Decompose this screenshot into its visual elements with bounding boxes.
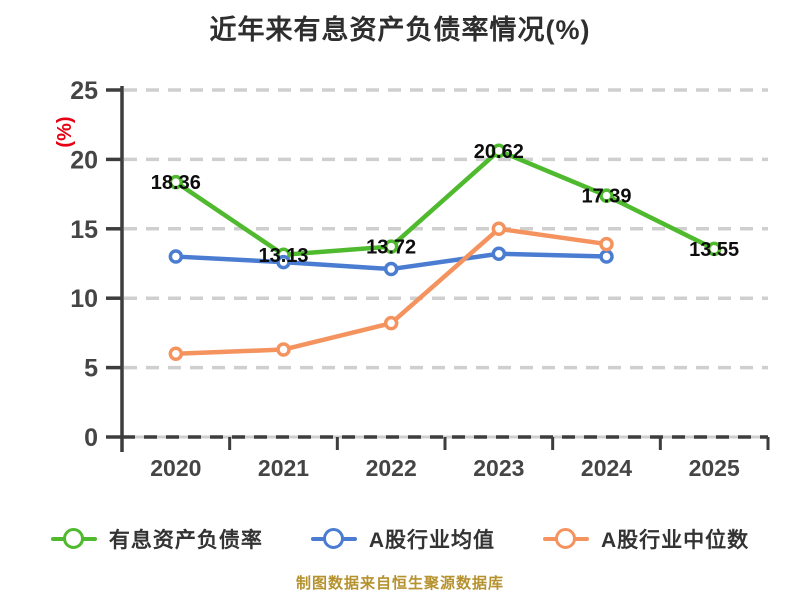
- legend-marker-icon: [50, 527, 97, 551]
- data-point-company-2022: [383, 239, 399, 254]
- x-tick-label: 2025: [689, 455, 740, 481]
- data-point-industry-median-2021: [276, 342, 291, 357]
- data-point-industry-avg-2022: [383, 261, 399, 277]
- data-label: 17.39: [581, 186, 631, 208]
- legend-marker-icon: [310, 527, 357, 551]
- data-label: 20.62: [474, 141, 524, 163]
- data-point-company-2025: [706, 241, 722, 257]
- data-label: 18.36: [151, 172, 201, 194]
- data-label: 13.55: [689, 239, 739, 261]
- chart-title: 近年来有息资产负债率情况(%): [209, 15, 591, 45]
- chart-legend: 有息资产负债率 A股行业均值 A股行业中位数: [0, 516, 800, 562]
- legend-label: 有息资产负债率: [108, 529, 263, 552]
- data-point-industry-avg-2024: [599, 249, 614, 264]
- legend-item-industry-avg: A股行业均值: [310, 524, 495, 554]
- data-point-industry-avg-2021: [276, 254, 291, 270]
- data-source-note: 制图数据来自恒生聚源数据库: [295, 575, 504, 592]
- data-point-company-2024: [599, 188, 614, 203]
- data-point-industry-avg-2020: [168, 249, 184, 264]
- x-tick-label: 2024: [581, 455, 632, 481]
- y-tick-label: 10: [70, 285, 98, 313]
- data-point-industry-avg-2023: [491, 246, 507, 262]
- legend-item-industry-median: A股行业中位数: [543, 524, 749, 554]
- y-tick-label: 20: [70, 146, 98, 174]
- data-label: 13.13: [258, 245, 308, 267]
- data-point-industry-median-2023: [491, 221, 507, 237]
- data-point-industry-median-2022: [383, 315, 399, 331]
- series-line-company: [173, 148, 717, 258]
- x-tick-label: 2020: [150, 455, 201, 481]
- legend-label: A股行业均值: [368, 529, 495, 552]
- x-tick-label: 2023: [473, 455, 524, 481]
- x-tick-label: 2021: [258, 455, 309, 481]
- legend-marker-icon: [543, 527, 589, 551]
- legend-label: A股行业中位数: [601, 529, 750, 552]
- data-label: 13.72: [366, 237, 416, 259]
- data-point-industry-median-2024: [599, 236, 614, 252]
- y-tick-label: 25: [70, 77, 98, 105]
- data-point-company-2020: [168, 174, 184, 190]
- x-tick-label: 2022: [366, 455, 417, 481]
- y-tick-label: 5: [84, 355, 98, 383]
- legend-item-company: 有息资产负债率: [50, 524, 263, 554]
- data-point-company-2023: [491, 143, 507, 159]
- data-point-industry-median-2020: [168, 346, 184, 361]
- y-tick-label: 0: [84, 424, 98, 452]
- y-tick-label: 15: [70, 216, 98, 244]
